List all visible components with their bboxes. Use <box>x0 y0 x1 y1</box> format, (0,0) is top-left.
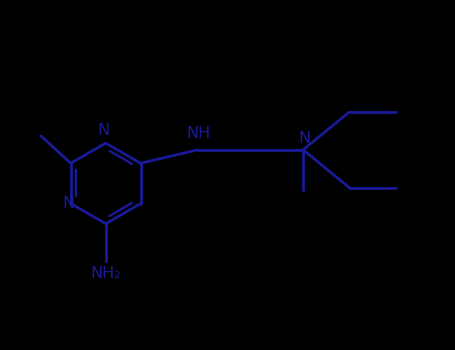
Text: N: N <box>62 196 74 211</box>
Text: N: N <box>97 123 109 138</box>
Text: NH: NH <box>186 126 210 141</box>
Text: N: N <box>299 132 311 146</box>
Text: NH₂: NH₂ <box>91 266 121 281</box>
